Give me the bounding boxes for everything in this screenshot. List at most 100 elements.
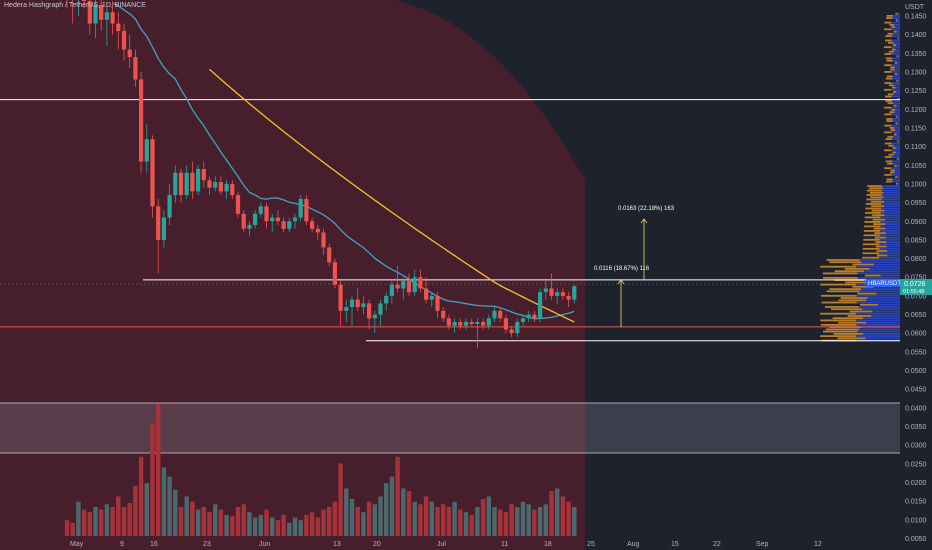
volume-bar: [503, 512, 509, 536]
volume-bar: [99, 509, 104, 536]
profile-bar-sell: [823, 277, 858, 279]
volume-bar: [315, 517, 320, 536]
candle-body: [338, 284, 343, 311]
candle-body: [247, 225, 252, 229]
volume-bar: [572, 507, 577, 536]
profile-bar-sell: [820, 294, 857, 297]
profile-bar-sell: [895, 19, 898, 22]
profile-bar-buy: [879, 234, 900, 237]
profile-bar-buy: [861, 261, 900, 264]
volume-highlight-band: [0, 403, 900, 453]
candle-body: [555, 292, 560, 296]
profile-bar-buy: [880, 216, 900, 219]
profile-bar-sell: [884, 174, 892, 176]
profile-bar-sell: [837, 337, 866, 340]
profile-bar-sell: [894, 62, 898, 64]
last-price-label: 0.0726: [904, 281, 926, 288]
volume-bar: [258, 514, 263, 536]
time-tick-label: 23: [203, 541, 211, 548]
profile-bar-sell: [886, 120, 893, 122]
profile-bar-sell: [849, 310, 873, 313]
candle-body: [224, 183, 229, 192]
profile-bar-sell: [885, 95, 892, 98]
profile-bar-buy: [871, 315, 900, 317]
candle-body: [566, 295, 571, 300]
volume-bar: [150, 423, 155, 536]
candle-body: [401, 281, 406, 289]
levels-layer[interactable]: [0, 99, 900, 342]
profile-bar-buy: [872, 310, 900, 313]
candle-body: [150, 139, 155, 207]
volume-bar: [178, 507, 184, 536]
volume-bar: [184, 496, 189, 536]
volume-bar: [498, 509, 503, 536]
profile-bar-sell: [891, 86, 896, 89]
profile-bar-buy: [856, 335, 900, 337]
ma-fast-line: [112, 2, 575, 320]
profile-bar-buy: [895, 147, 900, 149]
volume-bar: [327, 507, 332, 536]
volume-bar: [401, 488, 406, 536]
profile-bar-sell: [884, 113, 892, 116]
volume-bar: [167, 476, 172, 536]
profile-bar-sell: [892, 44, 897, 46]
profile-bar-sell: [889, 24, 895, 26]
profile-bar-buy: [891, 95, 900, 98]
volume-bar: [566, 501, 571, 536]
price-axis[interactable]: USDT 0.1450 0.1400 0.1350 0.1300 0.1250 0.120…: [905, 4, 927, 543]
volume-bar: [110, 507, 115, 536]
profile-bar-buy: [884, 205, 900, 208]
time-axis[interactable]: May 9 16 23 Jun 13 20 Jul 11 18 25 Aug 15 22 Sep 12: [70, 541, 822, 548]
volume-bar: [480, 499, 486, 536]
volume-bar: [224, 514, 229, 536]
profile-bar-sell: [887, 32, 894, 35]
profile-bar-buy: [865, 337, 900, 340]
profile-bar-sell: [864, 225, 881, 228]
profile-bar-buy: [891, 156, 900, 158]
profile-bar-buy: [891, 88, 900, 91]
profile-bar-buy: [895, 86, 900, 89]
profile-bar-buy: [898, 140, 900, 143]
annotations-layer[interactable]: 0.0116 (18.67%) 116 0.0163 (22.18%) 163: [594, 206, 675, 327]
candle-body: [469, 322, 474, 324]
profile-bar-buy: [891, 124, 900, 127]
time-tick-label: 18: [544, 541, 552, 548]
candle-body: [355, 299, 360, 308]
time-tick-label: 25: [587, 541, 595, 548]
measure-arrow-head: [617, 279, 625, 285]
profile-bar-buy: [878, 303, 900, 306]
price-tick-label: 0.0900: [905, 219, 927, 226]
candle-body: [367, 303, 372, 319]
volume-bar: [270, 517, 275, 536]
profile-bar-sell: [891, 48, 896, 51]
profile-bar-buy: [883, 196, 900, 199]
profile-bar-sell: [866, 194, 882, 196]
volume-bar: [389, 476, 395, 536]
profile-bar-buy: [892, 120, 900, 122]
profile-bar-buy: [880, 221, 900, 223]
profile-bar-buy: [892, 162, 900, 165]
volume-bar: [127, 503, 132, 536]
profile-bar-buy: [879, 252, 900, 255]
volume-bar: [492, 507, 497, 536]
profile-bar-sell: [891, 109, 896, 111]
profile-bar-buy: [893, 32, 900, 35]
profile-bar-buy: [894, 68, 900, 71]
candle-body: [310, 221, 315, 229]
candle-body: [104, 12, 109, 20]
profile-bar-buy: [898, 158, 900, 161]
profile-bar-sell: [838, 321, 866, 324]
candle-body: [492, 310, 497, 319]
profile-bar-buy: [856, 294, 900, 297]
profile-bar-buy: [866, 299, 900, 302]
candle-body: [406, 281, 412, 293]
profile-bar-buy: [897, 73, 900, 75]
candle-body: [253, 213, 258, 225]
candle-body: [213, 182, 218, 188]
volume-bar: [304, 514, 309, 536]
profile-bar-buy: [891, 174, 900, 176]
profile-bar-sell: [893, 30, 897, 33]
profile-bar-sell: [884, 82, 892, 84]
